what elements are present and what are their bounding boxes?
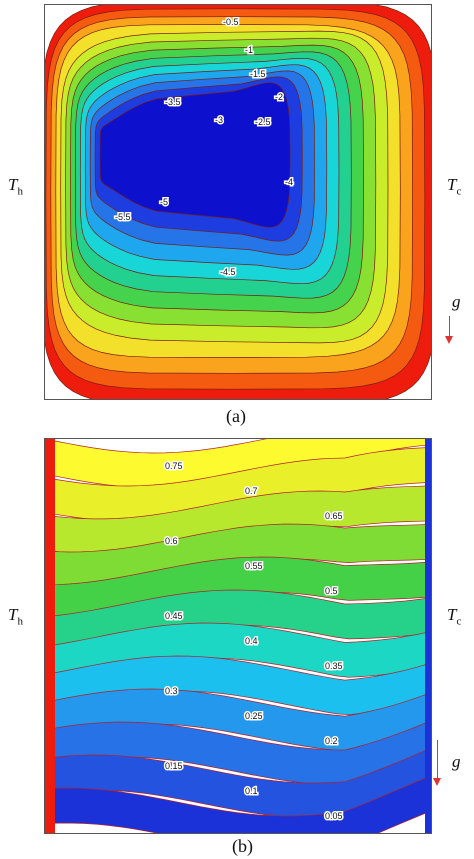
stream-contour-label: -0.5 [223,17,239,27]
gravity-arrow-head-a [445,336,453,344]
streamline-panel: -0.5 -1 -1.5 -2 -2.5 -3 -3.5 -4 -4.5 -5 -5.5 [44,4,432,400]
caption-b: (b) [232,836,253,856]
hot-wall-label-a: Th [8,175,23,198]
isotherm-contour-plot: 0.75 0.7 0.65 0.6 0.55 0.5 0.45 0.4 0.35 0.3 0.25 0… [45,439,431,833]
streamline-contour-plot: -0.5 -1 -1.5 -2 -2.5 -3 -3.5 -4 -4.5 -5 -5.5 [45,5,431,399]
isotherm-contour-label: 0.45 [165,611,183,621]
cold-wall-label-a: Tc [447,175,462,198]
stream-contour-label: -5.5 [115,212,131,222]
stream-contour-label: -3.5 [165,97,181,107]
isotherm-contour-label: 0.55 [245,561,263,571]
gravity-label-b: g [452,752,461,771]
gravity-arrow-a [449,316,450,338]
stream-band [99,82,291,228]
isotherm-band [45,688,431,751]
hot-wall-label-b: Th [8,605,23,628]
gravity-arrow-b [437,740,438,780]
isotherm-contour-label: 0.4 [245,636,258,646]
stream-contour-label: -2.5 [255,117,271,127]
isotherm-contour-label: 0.25 [245,711,263,721]
isotherm-contour-label: 0.05 [325,811,343,821]
gravity-label-a: g [452,292,461,311]
isotherm-contour-label: 0.35 [325,661,343,671]
isotherm-contour-label: 0.1 [245,786,258,796]
isotherm-contour-label: 0.7 [245,486,258,496]
stream-contour-label: -5 [160,197,168,207]
isotherm-panel: 0.75 0.7 0.65 0.6 0.55 0.5 0.45 0.4 0.35 0.3 0.25 0… [44,438,432,834]
stream-contour-label: -2 [275,92,283,102]
isotherm-contour-label: 0.3 [165,686,178,696]
stream-contour-label: -1.5 [250,69,266,79]
cold-wall-strip [425,439,431,833]
isotherm-band [45,721,431,786]
stream-contour-label: -4 [285,177,293,187]
hot-wall-strip [45,439,55,833]
isotherm-contour-label: 0.65 [325,511,343,521]
isotherm-band [45,748,431,819]
isotherm-contour-label: 0.2 [325,736,338,746]
isotherm-contour-label: 0.6 [165,536,178,546]
isotherm-contour-label: 0.5 [325,586,338,596]
stream-contour-label: -4.5 [220,267,236,277]
cold-wall-label-b: Tc [447,605,462,628]
isotherm-band [45,776,431,833]
caption-a: (a) [226,406,246,426]
gravity-arrow-head-b [433,778,441,786]
stream-contour-label: -1 [245,45,253,55]
isotherm-contour-label: 0.75 [165,461,183,471]
isotherm-contour-label: 0.15 [165,761,183,771]
stream-contour-label: -3 [215,115,223,125]
